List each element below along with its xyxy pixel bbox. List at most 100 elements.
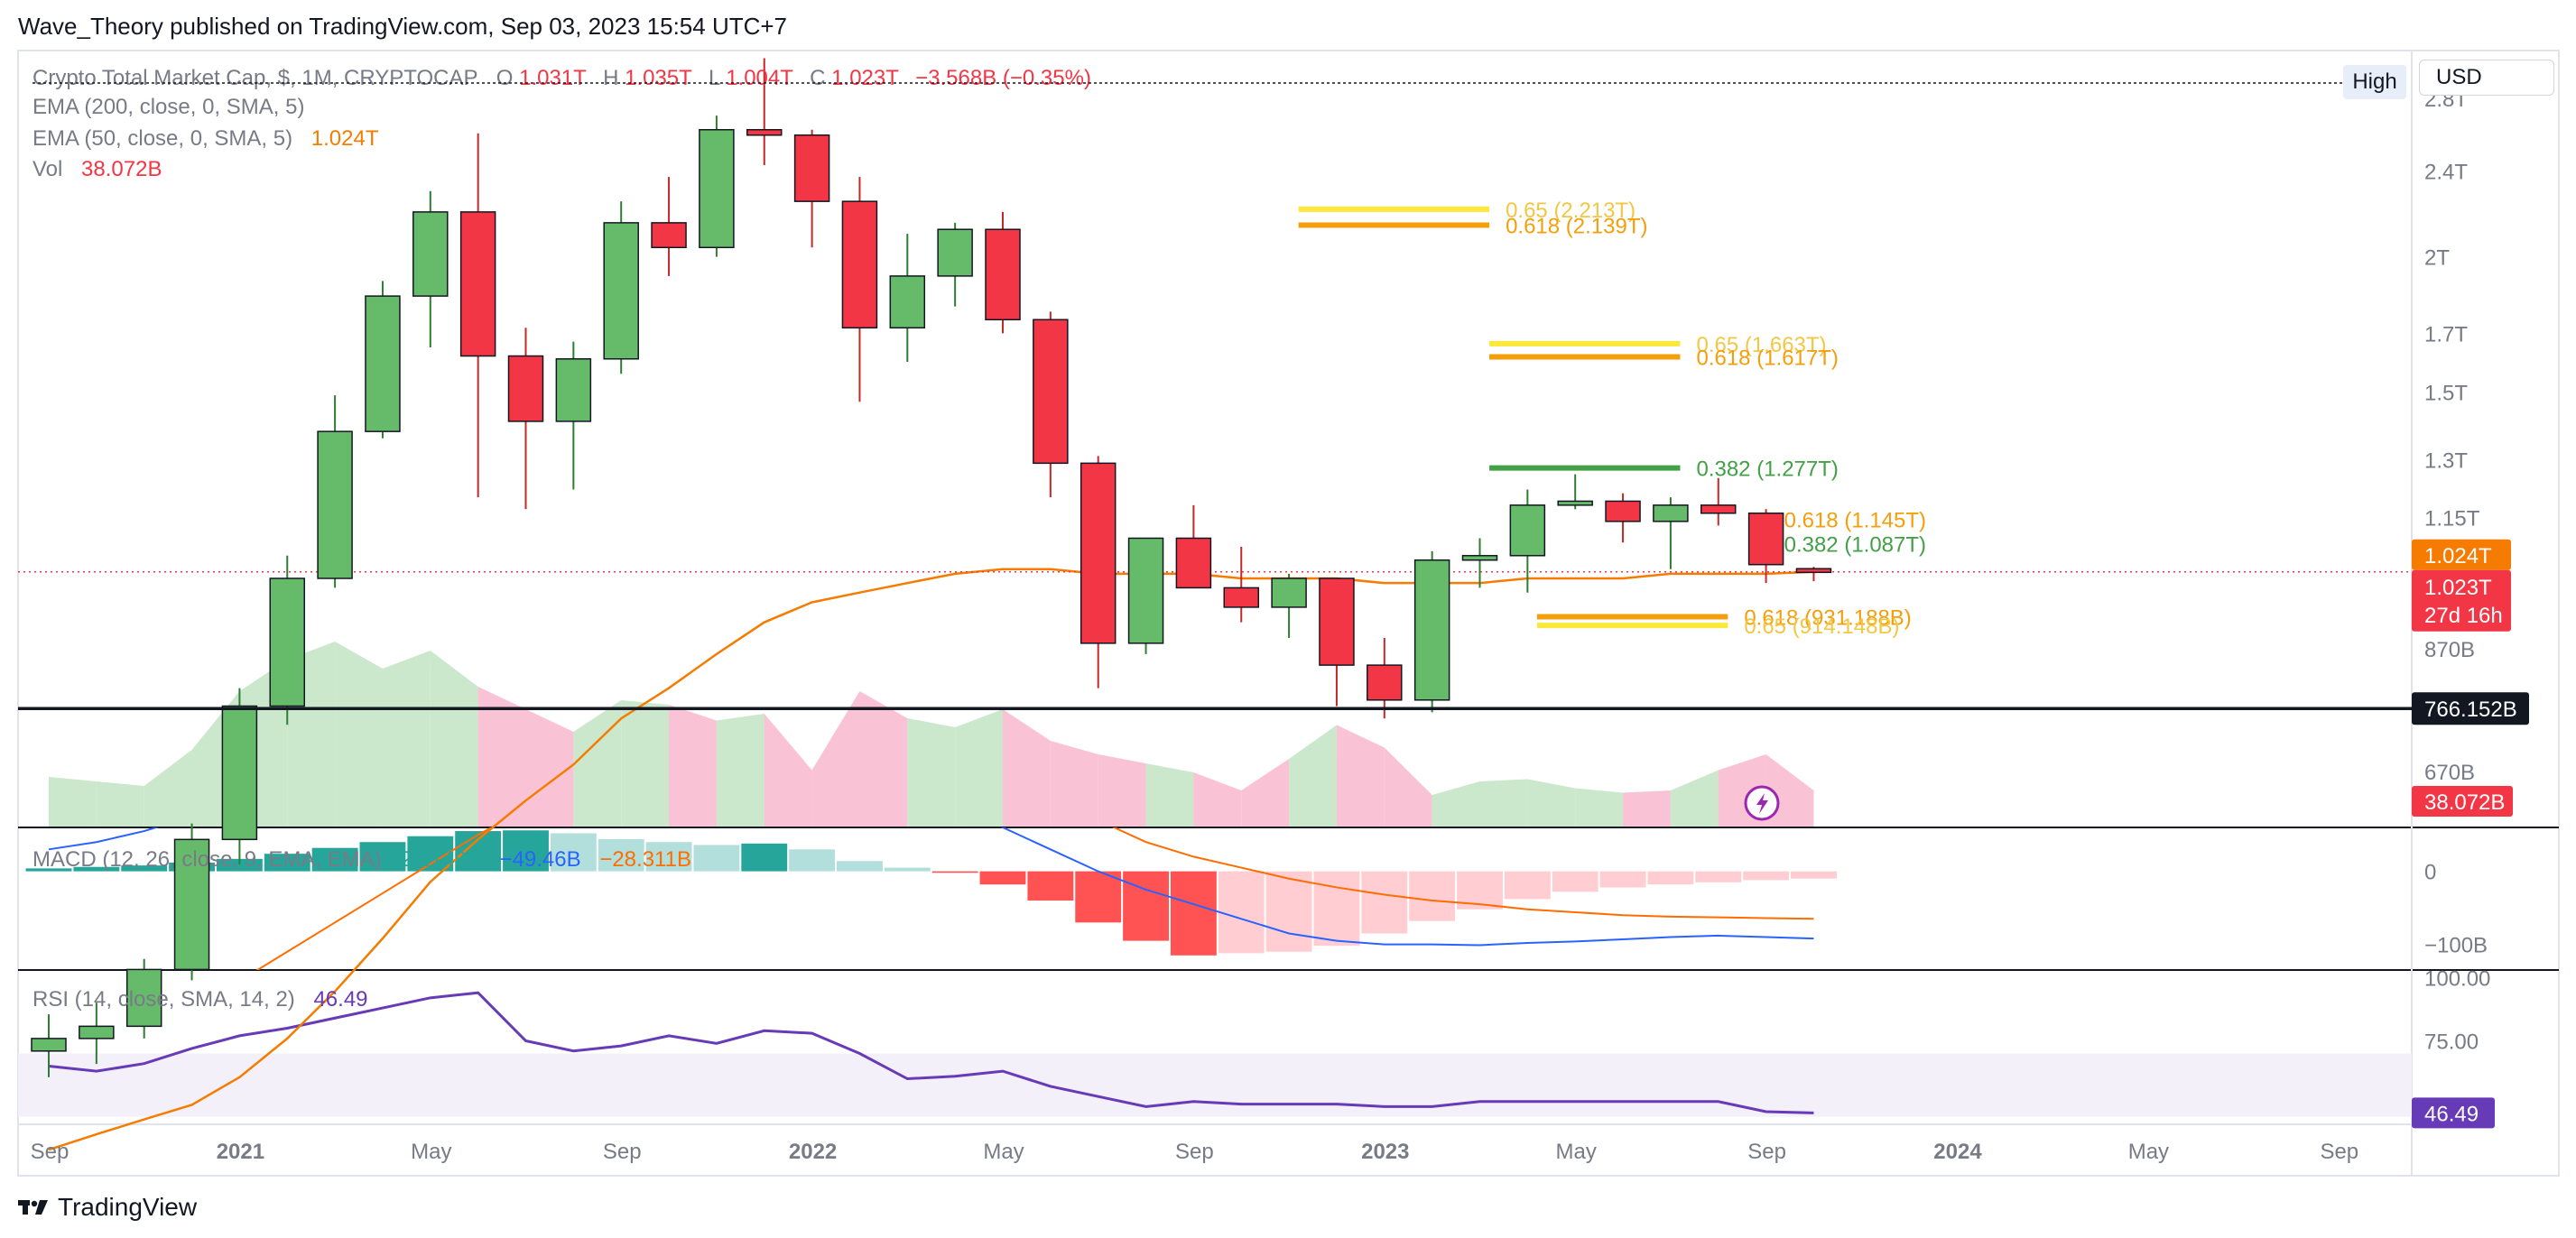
volume-segment	[1479, 779, 1528, 827]
macd-hist-bar	[1695, 871, 1742, 882]
rsi-value-legend: 46.49	[313, 987, 367, 1012]
macd-hist-bar	[1743, 871, 1790, 881]
rsi-badge: 46.49	[2424, 1102, 2479, 1126]
last-close-badge-bg	[2412, 569, 2511, 632]
macd-hist-bar	[741, 843, 788, 872]
time-tick[interactable]: Sep	[31, 1140, 69, 1164]
rsi-tick[interactable]: 75.00	[2424, 1030, 2479, 1054]
candle-body	[1080, 462, 1117, 644]
legend-vol-value: 38.072B	[81, 157, 162, 181]
macd-signal-value: −49.46B	[500, 847, 581, 872]
price-axis[interactable]: 2.8T2.4T2T1.7T1.5T1.3T1.15T870B670B0−100…	[2424, 88, 2490, 1054]
volume-badge: 38.072B	[2424, 790, 2505, 815]
tradingview-icon	[18, 1200, 48, 1215]
fib-label: 0.382 (1.087T)	[1784, 533, 1926, 558]
price-tick[interactable]: 1.7T	[2424, 322, 2468, 346]
macd-hist-bar	[73, 866, 120, 872]
last-close-badge: 1.023T	[2424, 576, 2492, 600]
time-tick[interactable]: 2023	[1361, 1140, 1409, 1164]
volume-segment	[382, 651, 431, 827]
time-tick[interactable]: 2024	[1933, 1140, 1982, 1164]
volume-segment	[955, 709, 1003, 827]
candle-body	[1605, 500, 1641, 522]
bolt-icon[interactable]	[1744, 785, 1780, 821]
ema50-badge-bg	[2412, 539, 2511, 570]
fib-label: 0.65 (1.663T)	[1696, 333, 1826, 357]
candle-body	[555, 358, 592, 422]
macd-hist-bar	[264, 854, 310, 872]
time-tick[interactable]: Sep	[1747, 1140, 1786, 1164]
candle-body	[1271, 577, 1307, 608]
time-tick[interactable]: 2022	[789, 1140, 837, 1164]
volume-segment	[1336, 725, 1385, 827]
price-badges: 1.024T 1.023T 27d 16h 766.152B 38.072B 46.49	[2412, 539, 2529, 1129]
fib-label: 0.618 (1.617T)	[1696, 346, 1838, 370]
candle-body	[1653, 504, 1689, 522]
macd-hist-bar	[884, 867, 931, 872]
candle-body	[365, 295, 401, 432]
candle-body	[651, 222, 687, 249]
volume-segment	[335, 642, 383, 827]
candle-body	[1175, 537, 1212, 589]
macd-hist-bar	[1170, 871, 1217, 956]
candle-body	[1127, 537, 1164, 644]
candle-body	[459, 211, 496, 357]
price-tick[interactable]: 670B	[2424, 761, 2475, 785]
candle-body	[125, 968, 162, 1028]
candle-body	[173, 838, 210, 971]
time-tick[interactable]: May	[983, 1140, 1024, 1164]
rsi-band	[18, 1053, 2412, 1117]
volume-segment	[144, 750, 192, 827]
time-tick[interactable]: May	[411, 1140, 451, 1164]
macd-hist-bar	[25, 868, 72, 872]
macd-hist-bar	[311, 847, 358, 872]
macd-hist-bar	[837, 861, 883, 872]
legend-ema50-value: 1.024T	[311, 126, 379, 151]
tradingview-logo[interactable]: TradingView	[18, 1193, 197, 1222]
currency-button[interactable]: USD	[2419, 60, 2554, 96]
time-tick[interactable]: Sep	[1175, 1140, 1214, 1164]
time-tick[interactable]: Sep	[603, 1140, 642, 1164]
ema50-badge: 1.024T	[2424, 544, 2492, 568]
legend-vol: Vol	[32, 157, 62, 181]
macd-tick[interactable]: −100B	[2424, 934, 2488, 958]
fib-label: 0.618 (1.145T)	[1784, 509, 1926, 533]
time-tick[interactable]: 2021	[217, 1140, 264, 1164]
legend-high: 1.035T	[625, 66, 692, 90]
time-axis[interactable]: Sep 2021 May Sep 2022 May Sep 2023 May Sep 2024 May…	[31, 1140, 2359, 1164]
macd-tick[interactable]: 0	[2424, 861, 2436, 885]
candle-body	[889, 275, 926, 329]
candle-body	[603, 222, 639, 360]
rsi-badge-bg	[2412, 1097, 2495, 1129]
fib-levels[interactable]: 0.65 (2.213T)0.618 (2.139T) 0.65 (1.663T)…	[1298, 199, 1926, 639]
rsi-tick[interactable]: 100.00	[2424, 966, 2490, 991]
price-tick[interactable]: 1.5T	[2424, 382, 2468, 406]
price-tick[interactable]: 2T	[2424, 246, 2450, 271]
time-tick[interactable]: May	[1556, 1140, 1597, 1164]
volume-segment	[1241, 759, 1290, 827]
price-tick[interactable]: 2.4T	[2424, 161, 2468, 185]
ema50-line	[18, 568, 2412, 1151]
candle-body	[937, 228, 973, 277]
macd-hist-bar	[1265, 871, 1312, 952]
price-tick[interactable]: 1.15T	[2424, 506, 2480, 531]
time-tick[interactable]: Sep	[2320, 1140, 2358, 1164]
price-tick[interactable]: 870B	[2424, 638, 2475, 662]
volume-segment	[1432, 781, 1480, 827]
candle-body	[507, 355, 544, 422]
macd-hist-bar	[1027, 871, 1074, 901]
chart-frame	[17, 50, 2560, 1177]
volume-segment	[1289, 725, 1337, 827]
legend-open: 1.031T	[519, 66, 587, 90]
candle-body	[412, 211, 449, 297]
macd-lines	[48, 827, 1814, 970]
legend-rsi: RSI (14, close, SMA, 14, 2) 46.49	[32, 987, 368, 1012]
high-toggle-button[interactable]: High	[2343, 65, 2406, 99]
volume-segment	[621, 700, 670, 827]
price-tick[interactable]: 1.3T	[2424, 448, 2468, 473]
candle-body	[746, 129, 783, 136]
candle-body	[1223, 587, 1259, 608]
time-tick[interactable]: May	[2128, 1140, 2169, 1164]
